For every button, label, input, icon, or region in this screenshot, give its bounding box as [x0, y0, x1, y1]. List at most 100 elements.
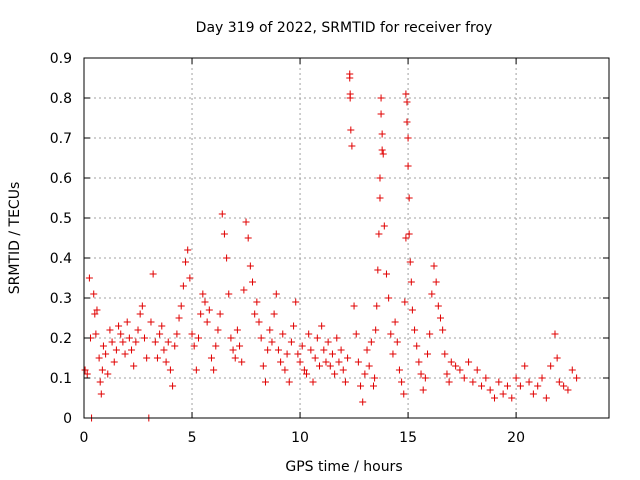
- data-point: [318, 322, 326, 330]
- data-point: [255, 318, 263, 326]
- data-point: [478, 382, 486, 390]
- data-point: [391, 318, 399, 326]
- x-tick-label: 5: [188, 430, 197, 446]
- data-point: [547, 362, 555, 370]
- data-point: [244, 234, 252, 242]
- data-point: [309, 378, 317, 386]
- data-point: [443, 370, 451, 378]
- data-point: [374, 266, 382, 274]
- data-point: [115, 322, 123, 330]
- data-point: [166, 366, 174, 374]
- y-tick-label: 0.6: [50, 171, 72, 187]
- data-point: [175, 314, 183, 322]
- data-point: [456, 366, 464, 374]
- data-point: [359, 398, 367, 406]
- data-point: [401, 298, 409, 306]
- data-point: [106, 326, 114, 334]
- data-point: [195, 334, 203, 342]
- data-point: [555, 378, 563, 386]
- data-point: [553, 354, 561, 362]
- data-point: [97, 390, 105, 398]
- data-point: [138, 302, 146, 310]
- data-point: [119, 338, 127, 346]
- data-point: [367, 338, 375, 346]
- data-point: [405, 230, 413, 238]
- data-point: [402, 234, 410, 242]
- y-tick-label: 0.9: [50, 51, 72, 67]
- data-point: [403, 118, 411, 126]
- data-point: [357, 382, 365, 390]
- data-point: [432, 278, 440, 286]
- data-point: [371, 374, 379, 382]
- data-point: [281, 366, 289, 374]
- data-point: [395, 366, 403, 374]
- data-point: [96, 378, 104, 386]
- data-point: [407, 278, 415, 286]
- data-point: [398, 378, 406, 386]
- data-point: [337, 346, 345, 354]
- x-tick-label: 20: [507, 430, 525, 446]
- data-point: [439, 326, 447, 334]
- data-point: [292, 298, 300, 306]
- data-point: [236, 342, 244, 350]
- data-point: [229, 346, 237, 354]
- data-point: [534, 382, 542, 390]
- y-tick-label: 0.5: [50, 211, 72, 227]
- data-point: [261, 378, 269, 386]
- data-point: [393, 338, 401, 346]
- data-point: [473, 366, 481, 374]
- data-point: [413, 342, 421, 350]
- data-point: [379, 150, 387, 158]
- data-point: [542, 394, 550, 402]
- data-point: [365, 362, 373, 370]
- data-point: [171, 342, 179, 350]
- data-point: [430, 262, 438, 270]
- data-point: [469, 378, 477, 386]
- data-point: [91, 310, 99, 318]
- data-point: [377, 110, 385, 118]
- data-point: [231, 354, 239, 362]
- data-point: [380, 222, 388, 230]
- data-point: [264, 346, 272, 354]
- plot-frame: [83, 57, 610, 419]
- data-point: [348, 142, 356, 150]
- y-tick-label: 0.1: [50, 371, 72, 387]
- data-point: [346, 74, 354, 82]
- data-point: [203, 318, 211, 326]
- tick-labels: 0 0.1 0.2 0.3 0.4 0.5 0.6 0.7 0.8 0.9 0 5 10 15 20: [50, 51, 525, 446]
- data-point: [339, 366, 347, 374]
- data-point: [207, 354, 215, 362]
- data-point: [225, 290, 233, 298]
- data-point: [385, 294, 393, 302]
- data-point: [415, 358, 423, 366]
- data-point: [257, 334, 265, 342]
- data-point: [405, 194, 413, 202]
- data-point: [212, 342, 220, 350]
- data-point: [333, 334, 341, 342]
- data-point: [160, 346, 168, 354]
- data-point: [377, 94, 385, 102]
- data-point: [149, 270, 157, 278]
- data-point: [529, 390, 537, 398]
- data-point: [508, 394, 516, 402]
- data-point: [350, 302, 358, 310]
- data-point: [404, 134, 412, 142]
- data-point: [417, 370, 425, 378]
- data-point: [85, 274, 93, 282]
- data-point: [162, 358, 170, 366]
- data-point: [197, 310, 205, 318]
- data-point: [205, 306, 213, 314]
- data-point: [95, 354, 103, 362]
- data-point: [564, 386, 572, 394]
- data-point: [188, 330, 196, 338]
- data-point: [503, 382, 511, 390]
- x-axis-label: GPS time / hours: [285, 459, 402, 475]
- data-point: [190, 342, 198, 350]
- data-point: [192, 366, 200, 374]
- data-point: [83, 370, 91, 378]
- data-points: [81, 70, 581, 422]
- data-point: [408, 306, 416, 314]
- data-point: [376, 194, 384, 202]
- data-point: [130, 362, 138, 370]
